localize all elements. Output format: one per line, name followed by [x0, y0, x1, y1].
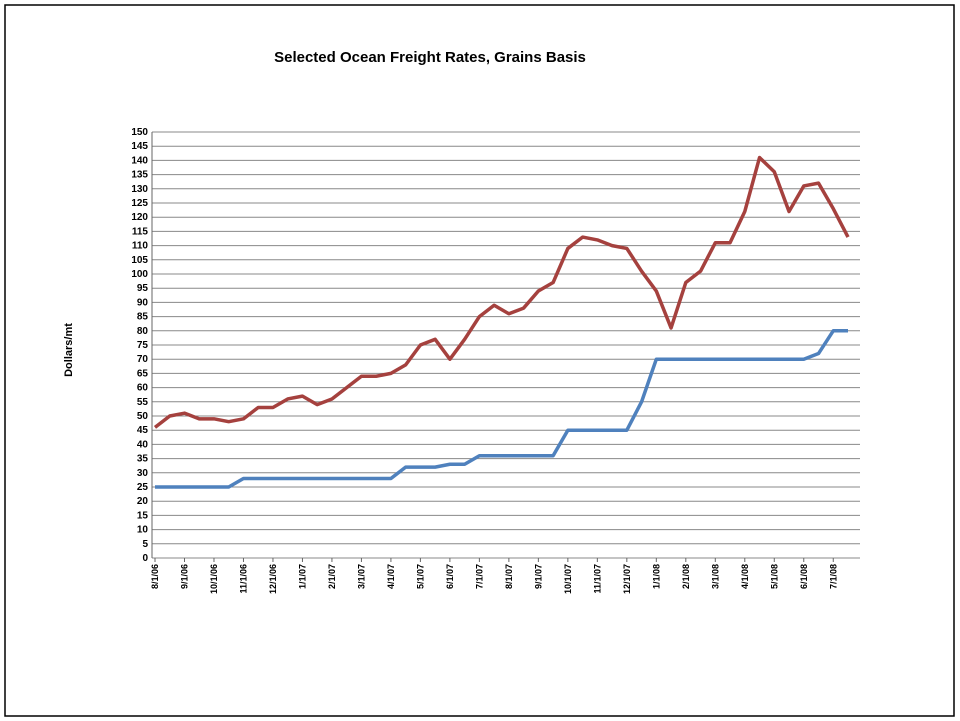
y-tick-label: 130 — [131, 184, 148, 195]
x-tick-label: 8/1/07 — [504, 564, 514, 589]
x-tick-label: 6/1/07 — [445, 564, 455, 589]
y-tick-label: 40 — [137, 439, 149, 450]
y-tick-label: 10 — [137, 525, 149, 536]
y-tick-label: 15 — [137, 510, 149, 521]
y-tick-label: 150 — [131, 127, 148, 138]
y-tick-label: 65 — [137, 368, 149, 379]
y-tick-label: 85 — [137, 312, 149, 323]
x-tick-label: 10/1/06 — [209, 564, 219, 594]
y-tick-label: 50 — [137, 411, 149, 422]
x-tick-label: 3/1/07 — [356, 564, 366, 589]
y-tick-label: 75 — [137, 340, 149, 351]
y-tick-label: 145 — [131, 141, 148, 152]
x-tick-label: 1/1/08 — [651, 564, 661, 589]
y-tick-label: 60 — [137, 383, 149, 394]
y-tick-label: 100 — [131, 269, 148, 280]
y-tick-label: 110 — [132, 241, 149, 252]
series-line — [153, 155, 850, 429]
y-tick-label: 55 — [137, 397, 149, 408]
x-tick-label: 2/1/07 — [327, 564, 337, 589]
x-tick-label: 11/1/06 — [238, 564, 248, 594]
x-tick-label: 3/1/08 — [710, 564, 720, 589]
y-tick-label: 125 — [131, 198, 148, 209]
x-tick-label: 9/1/07 — [533, 564, 543, 589]
y-tick-label: 35 — [137, 454, 149, 465]
y-tick-label: 20 — [137, 496, 149, 507]
y-tick-label: 90 — [137, 297, 149, 308]
y-tick-label: 120 — [131, 212, 148, 223]
y-tick-label: 105 — [131, 255, 148, 266]
x-tick-label: 1/1/07 — [297, 564, 307, 589]
y-tick-label: 0 — [142, 553, 148, 564]
x-tick-label: 5/1/07 — [415, 564, 425, 589]
y-tick-label: 95 — [137, 283, 149, 294]
y-tick-label: 140 — [131, 155, 148, 166]
x-tick-label: 8/1/06 — [150, 564, 160, 589]
chart-title: Selected Ocean Freight Rates, Grains Bas… — [274, 49, 586, 66]
x-tick-label: 4/1/08 — [740, 564, 750, 589]
y-tick-label: 30 — [137, 468, 149, 479]
x-tick-label: 12/1/07 — [622, 564, 632, 594]
y-tick-label: 45 — [137, 425, 149, 436]
x-tick-label: 4/1/07 — [386, 564, 396, 589]
y-tick-label: 25 — [137, 482, 149, 493]
x-tick-label: 12/1/06 — [268, 564, 278, 594]
x-tick-label: 11/1/07 — [592, 564, 602, 594]
series-line — [155, 329, 848, 489]
y-tick-label: 70 — [137, 354, 149, 365]
x-tick-label: 7/1/07 — [474, 564, 484, 589]
x-tick-label: 2/1/08 — [681, 564, 691, 589]
y-tick-label: 135 — [131, 170, 148, 181]
y-tick-label: 5 — [142, 539, 148, 550]
y-tick-label: 115 — [132, 226, 149, 237]
y-tick-label: 80 — [137, 326, 149, 337]
x-tick-label: 9/1/06 — [179, 564, 189, 589]
x-tick-label: 6/1/08 — [799, 564, 809, 589]
x-tick-label: 7/1/08 — [828, 564, 838, 589]
y-axis-label: Dollars/mt — [63, 323, 75, 377]
x-tick-label: 10/1/07 — [563, 564, 573, 594]
x-tick-label: 5/1/08 — [769, 564, 779, 589]
